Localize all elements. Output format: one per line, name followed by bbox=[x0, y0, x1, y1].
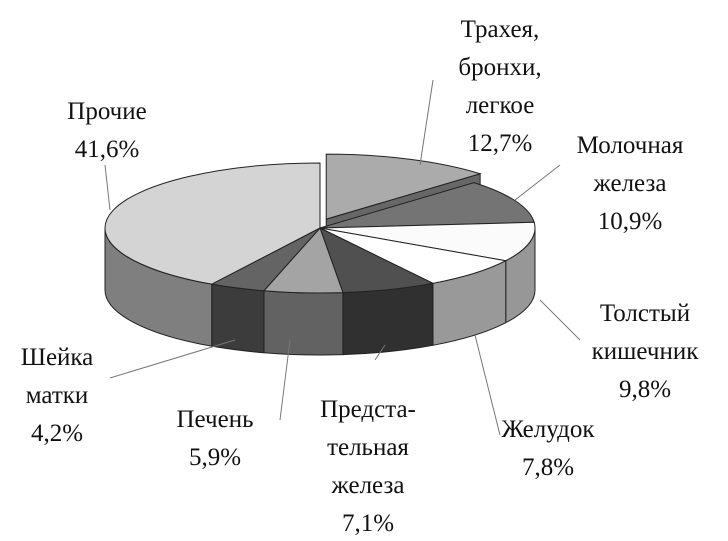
slice-side bbox=[342, 282, 434, 356]
value-label: 7,8% bbox=[522, 454, 574, 481]
value-label: 10,9% bbox=[598, 208, 663, 235]
slice-label: Прочие bbox=[67, 98, 146, 125]
slice-label: Молочная железа bbox=[577, 132, 684, 197]
value-label: 12,7% bbox=[468, 130, 533, 157]
slice bbox=[319, 182, 535, 229]
leader-line bbox=[104, 164, 111, 211]
value-label: 41,6% bbox=[75, 136, 140, 163]
slice bbox=[104, 162, 321, 285]
slice-label: Предста-тельная железа bbox=[320, 396, 416, 499]
leader-line bbox=[474, 334, 501, 436]
value-label: 7,1% bbox=[342, 510, 394, 537]
value-label: 5,9% bbox=[189, 444, 241, 471]
slice bbox=[319, 221, 536, 262]
leader-line bbox=[109, 339, 236, 379]
slice-label: Печень bbox=[177, 406, 254, 433]
value-label: 9,8% bbox=[619, 376, 671, 403]
slice-side bbox=[263, 290, 344, 356]
value-label: 4,2% bbox=[31, 420, 83, 447]
walls bbox=[104, 173, 536, 356]
leader-line bbox=[279, 339, 291, 421]
slice bbox=[319, 227, 508, 284]
tops bbox=[104, 153, 536, 294]
leader-line bbox=[419, 79, 434, 166]
slice bbox=[325, 153, 482, 220]
slice-label: Толстый кишечник bbox=[592, 300, 700, 365]
slice-side bbox=[211, 283, 265, 354]
slice-label: Трахея, бронхи, легкое bbox=[458, 16, 541, 119]
leader-line bbox=[514, 164, 561, 201]
slice-label: Шейка матки bbox=[21, 344, 94, 409]
leader-line bbox=[374, 344, 386, 361]
slice-label: Желудок bbox=[502, 416, 596, 443]
leader-line bbox=[539, 299, 581, 341]
